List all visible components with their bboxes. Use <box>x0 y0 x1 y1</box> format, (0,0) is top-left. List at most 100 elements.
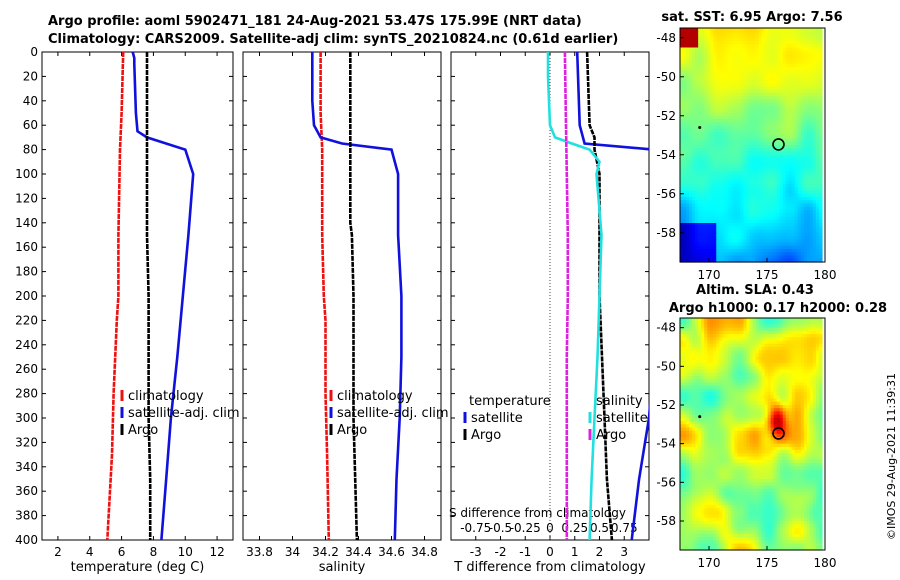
map-cell <box>719 112 723 117</box>
map-cell <box>734 54 738 58</box>
map-cell <box>722 145 726 149</box>
map-cell <box>722 252 726 257</box>
map-cell <box>761 216 766 221</box>
map-cell <box>764 255 769 260</box>
map-cell <box>794 54 799 58</box>
map-cell <box>716 210 720 214</box>
map-cell <box>716 405 720 409</box>
map-cell <box>782 70 787 75</box>
map-cell <box>743 109 748 114</box>
map-cell <box>725 216 729 221</box>
map-cell <box>758 405 763 409</box>
map-cell <box>716 54 720 58</box>
map-cell <box>683 242 687 247</box>
map-cell <box>683 226 687 231</box>
map-cell <box>797 356 802 361</box>
map-cell <box>707 363 711 367</box>
map-cell <box>728 37 732 42</box>
map-cell <box>752 223 757 227</box>
map-cell <box>692 236 696 240</box>
map-cell <box>755 73 760 78</box>
map-cell <box>767 223 772 227</box>
depth-tick-label: 380 <box>15 509 38 523</box>
map-cell <box>785 353 790 358</box>
map-cell <box>794 252 799 257</box>
map-cell <box>716 83 720 88</box>
map-cell <box>743 102 748 107</box>
map-cell <box>728 318 732 322</box>
map-cell <box>815 161 820 166</box>
map-cell <box>767 177 772 182</box>
map-cell <box>755 106 760 110</box>
map-cell <box>683 356 687 361</box>
map-cell <box>704 232 708 237</box>
map-cell <box>761 318 766 322</box>
map-cell <box>680 249 684 253</box>
map-cell <box>695 102 699 107</box>
map-cell <box>815 193 820 198</box>
map-cell <box>731 193 735 198</box>
map-cell <box>755 252 760 257</box>
map-cell <box>815 318 820 322</box>
map-cell <box>806 151 811 156</box>
map-cell <box>737 337 742 342</box>
map-cell <box>716 376 720 380</box>
map-cell <box>785 167 790 172</box>
map-cell <box>788 219 793 224</box>
map-cell <box>695 54 699 58</box>
map-cell <box>749 112 754 117</box>
map-cell <box>740 174 745 179</box>
map-cell <box>731 223 735 227</box>
map-cell <box>812 171 817 175</box>
map-cell <box>812 366 817 371</box>
map-cell <box>755 164 760 169</box>
map-cell <box>773 112 778 117</box>
map-cell <box>782 210 787 214</box>
map-cell <box>818 135 823 140</box>
map-cell <box>761 343 766 348</box>
map-cell <box>725 177 729 182</box>
map-cell <box>680 343 684 348</box>
map-cell <box>773 80 778 84</box>
map-cell <box>680 252 684 257</box>
map-cell <box>797 321 802 326</box>
map-cell <box>683 171 687 175</box>
map-cell <box>680 99 684 104</box>
map-cell <box>752 86 757 91</box>
map-cell <box>698 239 702 244</box>
map-cell <box>767 216 772 221</box>
map-cell <box>725 135 729 140</box>
map-cell <box>800 83 805 88</box>
map-cell <box>752 255 757 260</box>
map-cell <box>794 245 799 250</box>
map-cell <box>680 44 684 49</box>
map-cell <box>707 369 711 374</box>
map-cell <box>767 398 772 403</box>
map-cell <box>740 41 745 45</box>
map-cell <box>773 148 778 153</box>
map-cell <box>722 213 726 218</box>
map-cell <box>689 161 693 166</box>
map-cell <box>761 321 766 326</box>
map-cell <box>713 232 717 237</box>
map-cell <box>782 356 787 361</box>
map-cell <box>692 347 696 351</box>
map-cell <box>704 119 708 123</box>
map-cell <box>716 99 720 104</box>
map-cell <box>794 99 799 104</box>
map-cell <box>719 216 723 221</box>
map-cell <box>686 401 690 406</box>
map-cell <box>713 318 717 322</box>
map-cell <box>683 184 687 188</box>
map-cell <box>809 213 814 218</box>
map-cell <box>782 258 787 263</box>
map-cell <box>701 112 705 117</box>
map-cell <box>761 132 766 136</box>
map-cell <box>704 96 708 101</box>
map-cell <box>764 119 769 123</box>
map-cell <box>800 184 805 188</box>
map-cell <box>692 408 696 413</box>
map-cell <box>704 200 708 205</box>
map-cell <box>755 340 760 345</box>
map-cell <box>680 119 684 123</box>
